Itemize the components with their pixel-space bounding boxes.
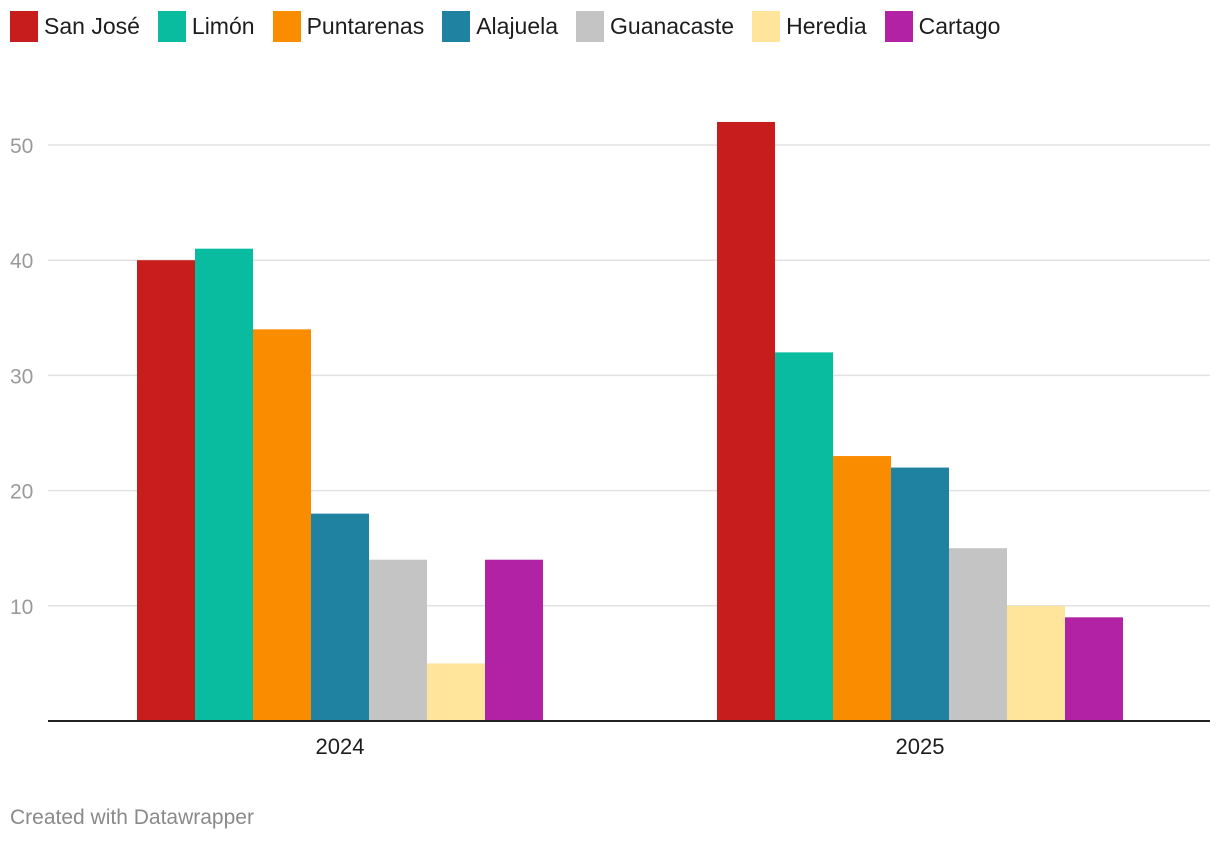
- x-tick-label: 2024: [316, 734, 365, 759]
- legend-item-puntarenas: Puntarenas: [272, 10, 425, 42]
- legend-label: Alajuela: [476, 12, 559, 39]
- datawrapper-credit: Created with Datawrapper: [10, 806, 254, 829]
- bar-puntarenas-2025: [833, 456, 891, 721]
- bar-alajuela-2025: [891, 467, 949, 721]
- legend-swatch: [157, 10, 186, 42]
- legend-item-heredia: Heredia: [752, 10, 867, 42]
- legend-label: Cartago: [918, 12, 1001, 39]
- legend-swatch: [442, 10, 471, 42]
- legend-item-alajuela: Alajuela: [442, 10, 559, 42]
- y-tick-label: 30: [10, 365, 33, 388]
- legend-swatch: [272, 10, 301, 42]
- legend-label: Guanacaste: [610, 12, 735, 39]
- x-tick-label: 2025: [896, 734, 945, 759]
- bar-heredia-2025: [1007, 605, 1065, 721]
- legend-label: Puntarenas: [306, 12, 425, 39]
- x-axis-ticks: 2024 2025: [316, 734, 945, 759]
- bar-cartago-2025: [1065, 617, 1123, 721]
- legend-swatch: [752, 10, 781, 42]
- bar-cartago-2024: [485, 559, 543, 721]
- legend-label: Heredia: [786, 12, 867, 39]
- bar-chart: 10 20 30 40 50 2024 2025: [10, 121, 1210, 759]
- bar-guanacaste-2025: [949, 548, 1007, 721]
- chart-legend: San José Limón Puntarenas Alajuela Guanacast…: [10, 10, 1018, 42]
- legend-label: San José: [44, 12, 140, 39]
- y-tick-label: 20: [10, 481, 33, 504]
- bar-san-jose-2024: [137, 260, 195, 721]
- bar-alajuela-2024: [311, 513, 369, 721]
- legend-swatch: [576, 10, 605, 42]
- legend-item-guanacaste: Guanacaste: [576, 10, 735, 42]
- bar-san-jose-2025: [717, 121, 775, 721]
- legend-item-san-jose: San José: [10, 10, 140, 42]
- legend-swatch: [10, 10, 38, 42]
- legend-swatch: [884, 10, 913, 42]
- bar-limon-2024: [195, 248, 253, 721]
- bar-puntarenas-2024: [253, 329, 311, 721]
- legend-label: Limón: [191, 12, 255, 39]
- bar-limon-2025: [775, 352, 833, 721]
- y-axis-ticks: 10 20 30 40 50: [10, 135, 33, 619]
- bars: [137, 121, 1123, 721]
- y-tick-label: 10: [10, 596, 33, 619]
- legend-item-cartago: Cartago: [884, 10, 1001, 42]
- y-tick-label: 50: [10, 135, 33, 158]
- bar-guanacaste-2024: [369, 559, 427, 721]
- bar-heredia-2024: [427, 663, 485, 721]
- legend-item-limon: Limón: [157, 10, 255, 42]
- y-tick-label: 40: [10, 250, 33, 273]
